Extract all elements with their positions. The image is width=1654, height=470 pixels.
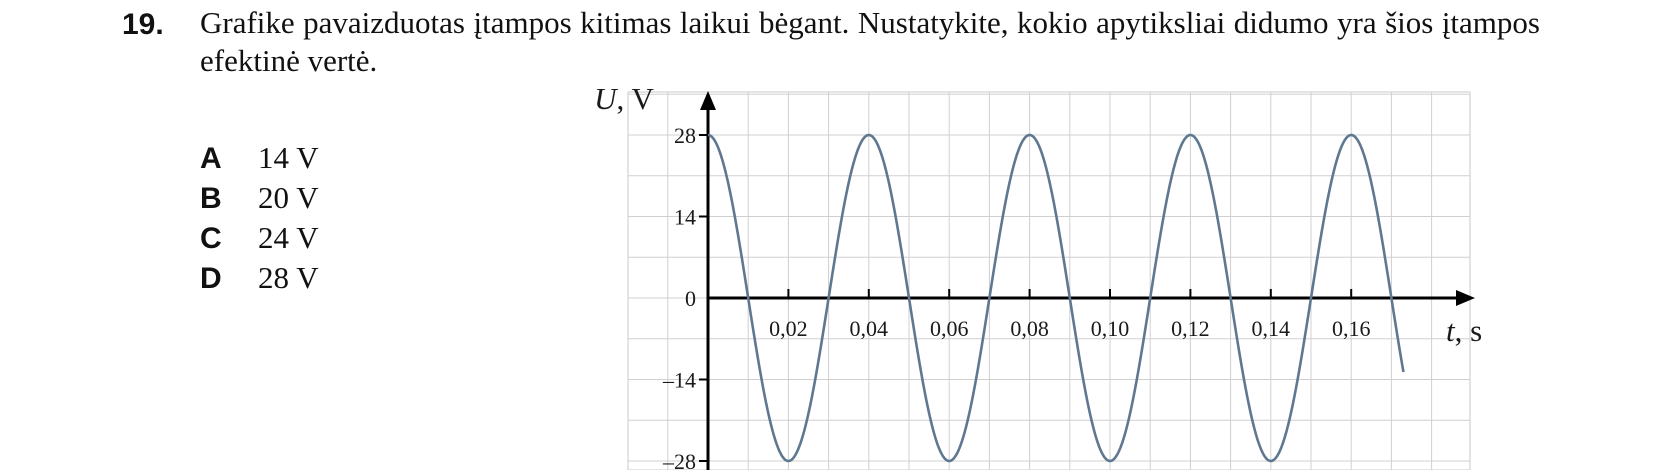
chart-axes (700, 91, 1475, 470)
option-b[interactable]: B 20 V (200, 178, 319, 218)
chart-tick-labels: 0,02 0,04 0,06 0,08 0,10 0,12 0,14 0,16 28 14 0 –14… (662, 123, 1370, 470)
chart-grid (627, 91, 1471, 470)
option-letter: B (200, 182, 222, 215)
option-letter: A (200, 142, 222, 175)
voltage-curve (707, 133, 1405, 463)
question-number: 19. (122, 8, 164, 41)
grid-border (627, 91, 1471, 470)
option-c[interactable]: C 24 V (200, 218, 319, 258)
x-axis-arrowhead (1456, 290, 1475, 306)
y-tick-label: 0 (685, 286, 696, 311)
option-letter: D (200, 262, 222, 295)
chart-series (707, 133, 1405, 463)
chart-ticks (699, 134, 1353, 462)
answer-options: A 14 V B 20 V C 24 V D 28 V (200, 138, 319, 298)
y-tick-label: 28 (674, 123, 696, 148)
question-text: Grafike pavaizduotas įtampos kitimas lai… (200, 5, 1540, 78)
x-tick-label: 0,16 (1332, 316, 1371, 341)
y-tick-label: 14 (674, 205, 696, 230)
option-text: 28 V (258, 260, 319, 295)
option-text: 24 V (258, 220, 319, 255)
x-tick-label: 0,02 (769, 316, 808, 341)
option-text: 14 V (258, 140, 319, 175)
x-axis-label: t, s (1446, 313, 1482, 348)
x-tick-label: 0,10 (1091, 316, 1130, 341)
option-text: 20 V (258, 180, 319, 215)
option-d[interactable]: D 28 V (200, 258, 319, 298)
option-a[interactable]: A 14 V (200, 138, 319, 178)
x-tick-label: 0,06 (930, 316, 969, 341)
x-tick-label: 0,14 (1252, 316, 1291, 341)
y-tick-label: –28 (662, 449, 696, 470)
x-tick-label: 0,04 (850, 316, 889, 341)
x-tick-label: 0,08 (1010, 316, 1049, 341)
y-tick-label: –14 (662, 368, 696, 393)
option-letter: C (200, 222, 222, 255)
x-tick-label: 0,12 (1171, 316, 1210, 341)
y-axis-label: U, V (594, 81, 654, 116)
y-axis-arrowhead (700, 91, 716, 110)
